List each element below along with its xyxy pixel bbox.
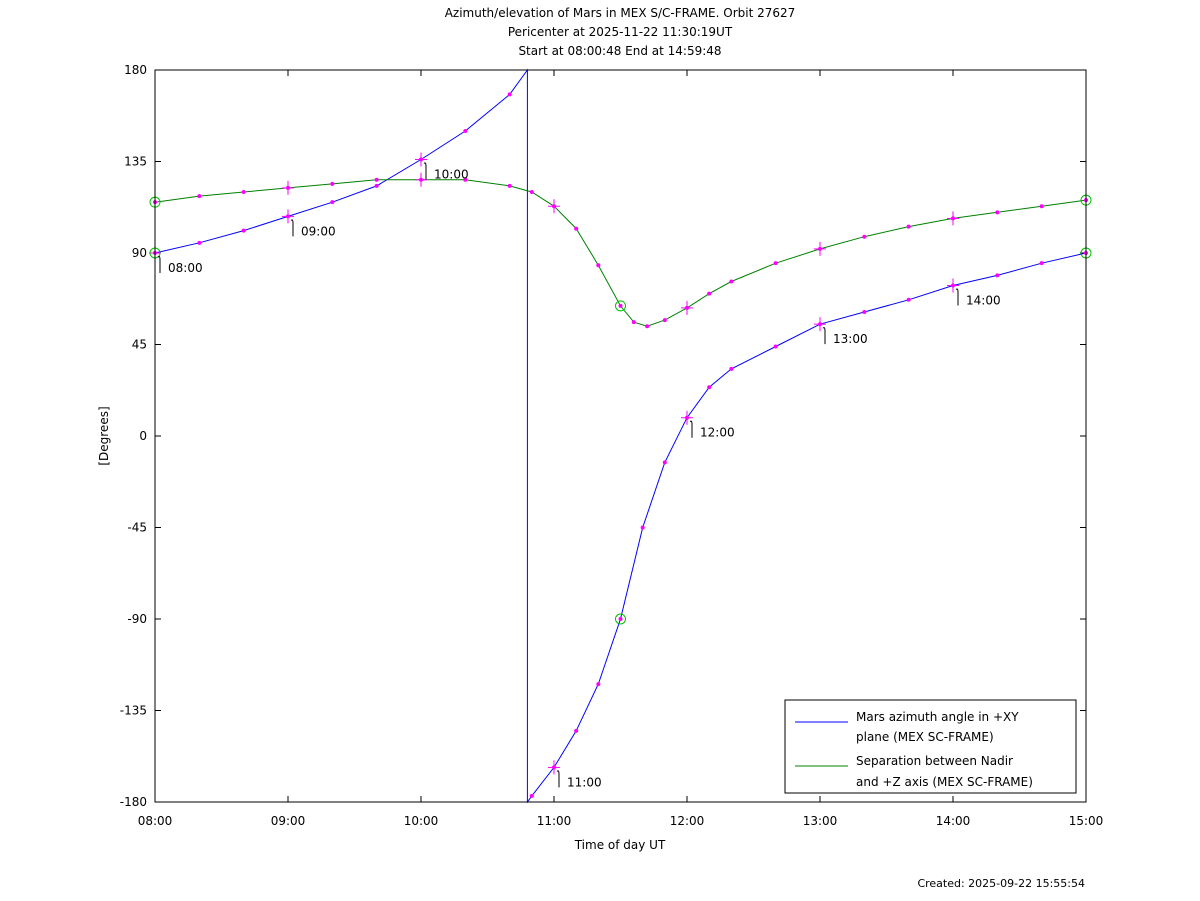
event-circle-marker	[615, 300, 626, 312]
event-circle-marker	[615, 613, 626, 625]
hour-annotation-hook	[290, 219, 294, 237]
hour-annotation-hook	[955, 288, 959, 306]
data-point	[507, 183, 512, 188]
data-point	[197, 194, 202, 199]
x-axis-label: Time of day UT	[574, 838, 666, 852]
hour-annotation-hook	[822, 327, 826, 345]
hour-annotation-label: 08:00	[168, 261, 203, 275]
x-tick-label: 08:00	[138, 814, 173, 828]
data-point	[618, 303, 623, 308]
hour-annotation-hook	[157, 255, 161, 273]
created-timestamp: Created: 2025-09-22 15:55:54	[917, 877, 1085, 890]
y-tick-label: -90	[127, 612, 147, 626]
data-point	[862, 309, 867, 314]
hour-annotation-hook	[423, 162, 427, 180]
hour-annotation-label: 09:00	[301, 224, 336, 238]
data-point	[574, 728, 579, 733]
y-tick-label: -45	[127, 521, 147, 535]
data-point	[374, 177, 379, 182]
data-point	[463, 177, 468, 182]
data-point	[463, 129, 468, 133]
x-tick-label: 14:00	[936, 814, 971, 828]
hour-annotation-label: 10:00	[434, 167, 469, 181]
data-point	[241, 228, 246, 233]
data-point	[773, 261, 778, 266]
data-point	[374, 183, 379, 188]
x-tick-label: 09:00	[271, 814, 306, 828]
data-point	[906, 224, 911, 229]
data-point	[995, 210, 1000, 215]
data-point	[906, 297, 911, 302]
hour-annotation-label: 12:00	[700, 426, 735, 440]
hour-annotation-label: 13:00	[833, 332, 868, 346]
chart-title-line-3: Start at 08:00:48 End at 14:59:48	[518, 44, 722, 58]
data-point	[529, 190, 534, 194]
data-point	[707, 385, 712, 390]
separation-series-line	[154, 179, 1087, 327]
chart-title-line-1: Azimuth/elevation of Mars in MEX S/C-FRA…	[444, 6, 796, 20]
data-point	[197, 240, 202, 245]
plot-frame	[154, 69, 1087, 803]
hour-annotation-label: 11:00	[567, 775, 602, 789]
hour-annotation-hook	[689, 420, 693, 438]
hour-annotation-label: 14:00	[966, 294, 1001, 308]
data-point	[596, 263, 601, 268]
y-tick-label: -180	[120, 795, 147, 809]
data-point	[995, 273, 1000, 278]
data-point	[662, 318, 667, 323]
y-tick-label: -135	[120, 704, 147, 718]
data-point	[596, 682, 601, 687]
data-point	[662, 460, 667, 465]
x-tick-label: 12:00	[670, 814, 705, 828]
azimuth-series-line	[154, 68, 1087, 804]
data-point	[330, 200, 335, 205]
data-point	[529, 793, 534, 798]
data-point	[507, 92, 512, 97]
y-tick-label: 0	[139, 429, 147, 443]
y-tick-label: 45	[132, 338, 147, 352]
legend-box	[784, 699, 1077, 794]
data-point	[1039, 261, 1044, 266]
legend: Mars azimuth angle in +XY plane (MEX SC-…	[784, 699, 1077, 794]
series-layer	[154, 68, 1087, 804]
x-tick-label: 10:00	[404, 814, 439, 828]
data-point	[707, 291, 712, 296]
data-point	[618, 617, 623, 621]
data-point	[241, 190, 246, 194]
chart-title-line-2: Pericenter at 2025-11-22 11:30:19UT	[507, 25, 733, 39]
y-axis-label: [Degrees]	[97, 406, 111, 465]
data-point	[773, 344, 778, 349]
data-point	[1039, 204, 1044, 209]
data-point	[574, 226, 579, 231]
data-point	[330, 181, 335, 186]
data-point	[862, 234, 867, 239]
x-tick-label: 13:00	[803, 814, 838, 828]
data-point	[640, 525, 645, 530]
marker-layer: 08:00 09:00 10:00 11:00 12:00 13:00 14:00	[149, 92, 1092, 798]
data-point	[729, 279, 734, 284]
data-point	[631, 320, 636, 325]
y-tick-label: 90	[132, 246, 147, 260]
legend-label-separation-1: Separation between Nadir	[856, 754, 1013, 768]
x-tick-label: 15:00	[1069, 814, 1104, 828]
data-point	[645, 324, 650, 329]
x-tick-label: 11:00	[537, 814, 572, 828]
y-tick-label: 180	[124, 63, 147, 77]
legend-label-azimuth-2: plane (MEX SC-FRAME)	[856, 730, 994, 744]
legend-label-separation-2: and +Z axis (MEX SC-FRAME)	[856, 775, 1033, 789]
legend-label-azimuth-1: Mars azimuth angle in +XY	[856, 710, 1019, 724]
data-point	[729, 366, 734, 371]
axes-layer: 08:00 09:00 10:00 11:00 12:00 13:00 14:00 15:00…	[120, 63, 1104, 828]
y-tick-label: 135	[124, 155, 147, 169]
hour-annotation-hook	[556, 770, 560, 788]
